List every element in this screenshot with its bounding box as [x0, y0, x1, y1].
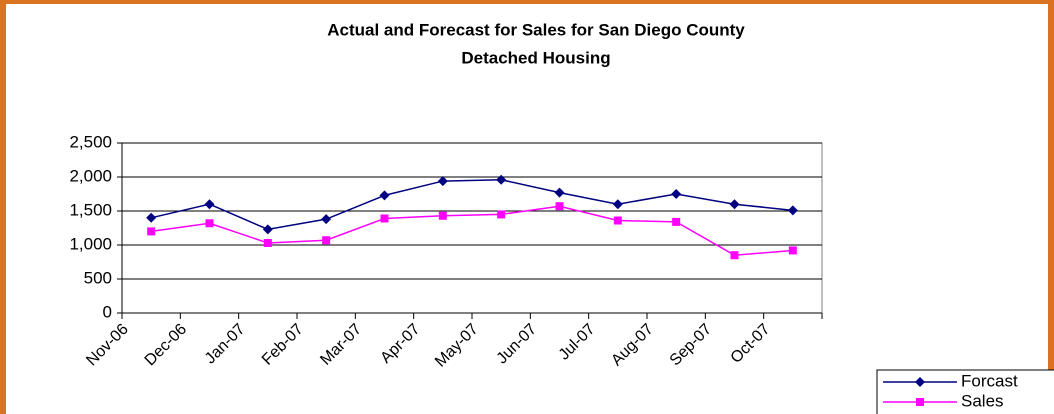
- marker: [438, 211, 447, 220]
- legend-label: Forcast: [961, 371, 1018, 390]
- marker: [554, 187, 565, 198]
- marker: [437, 176, 448, 187]
- series-line: [150, 178, 793, 231]
- marker: [380, 214, 389, 223]
- y-tick-label: 1,500: [69, 200, 112, 219]
- marker: [204, 199, 215, 210]
- marker: [496, 174, 507, 185]
- marker: [787, 205, 798, 216]
- marker: [612, 199, 623, 210]
- marker: [916, 398, 924, 406]
- legend-box: [876, 369, 1054, 414]
- legend-label: Sales: [961, 391, 1004, 410]
- marker: [321, 214, 332, 225]
- marker: [379, 190, 390, 201]
- marker: [671, 189, 682, 199]
- marker: [205, 219, 214, 228]
- marker: [788, 246, 797, 255]
- marker: [322, 236, 331, 245]
- chart-title: Actual and Forecast for Sales for San Di…: [327, 20, 745, 39]
- y-tick-label: 2,000: [69, 166, 112, 185]
- marker: [147, 227, 156, 236]
- y-tick-label: 0: [103, 302, 112, 321]
- marker: [497, 210, 506, 219]
- marker: [729, 199, 740, 210]
- y-tick-label: 2,500: [69, 132, 112, 151]
- marker: [730, 251, 739, 260]
- marker: [146, 212, 157, 223]
- marker: [262, 224, 273, 235]
- marker: [672, 217, 681, 226]
- chart-subtitle: Detached Housing: [461, 48, 610, 67]
- marker: [915, 377, 925, 387]
- series-line: [151, 205, 793, 256]
- chart-area: [6, 4, 1048, 414]
- y-tick-label: 500: [84, 268, 112, 287]
- marker: [263, 238, 272, 247]
- marker: [555, 202, 564, 211]
- marker: [613, 216, 622, 225]
- y-tick-label: 1,000: [69, 234, 112, 253]
